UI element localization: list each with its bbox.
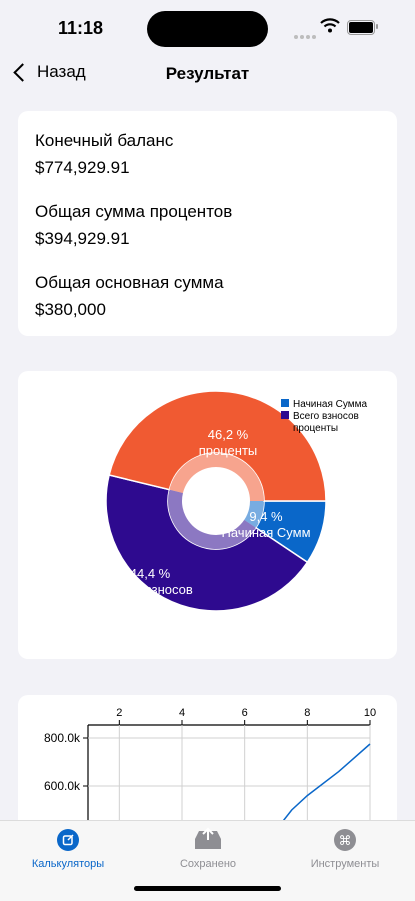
- tray-upload-icon: [195, 827, 221, 851]
- status-time: 11:18: [58, 18, 104, 38]
- label-total-contributions-percent: 44,4 %: [130, 566, 171, 581]
- wifi-icon: [320, 18, 340, 33]
- tab-calculators-label: Калькуляторы: [31, 858, 105, 870]
- y-tick-label: 600.0k: [44, 779, 81, 793]
- tab-saved-label: Сохранено: [179, 858, 237, 870]
- command-icon: ⌘: [334, 829, 356, 851]
- x-tick-label: 2: [116, 707, 122, 719]
- total-principal-label: Общая основная сумма: [35, 273, 224, 292]
- calculator-icon: [57, 829, 79, 851]
- label-total-contributions-name: Всего взносов: [107, 582, 193, 597]
- label-initial-amount-name: Начиная Сумм: [221, 525, 310, 540]
- nav-bar: Назад Результат: [0, 54, 415, 94]
- balance-line-series: [272, 743, 371, 835]
- status-bar: 11:18: [0, 0, 415, 54]
- home-indicator: [134, 886, 281, 891]
- legend-label: Начиная Сумма: [293, 399, 367, 410]
- label-interest-name: проценты: [199, 443, 258, 458]
- svg-text:⌘: ⌘: [339, 834, 352, 849]
- back-label: Назад: [37, 62, 86, 81]
- slice-interest-inner: [169, 453, 264, 501]
- slice-initial-amount-inner: [244, 501, 264, 528]
- tab-tools-label: Инструменты: [310, 858, 380, 870]
- final-balance-label: Конечный баланс: [35, 131, 174, 150]
- total-interest-label: Общая сумма процентов: [35, 202, 233, 221]
- x-tick-label: 6: [242, 707, 248, 719]
- total-principal-value: $380,000: [35, 300, 106, 319]
- tab-calculators[interactable]: Калькуляторы: [8, 829, 128, 870]
- signal-dots-icon: [294, 26, 318, 44]
- dynamic-island: [147, 11, 268, 47]
- battery-icon: [347, 20, 378, 35]
- legend-swatch: [281, 423, 289, 431]
- legend-label: проценты: [293, 423, 338, 434]
- x-tick-label: 10: [364, 707, 376, 719]
- final-balance-value: $774,929.91: [35, 158, 130, 177]
- label-interest-percent: 46,2 %: [208, 427, 249, 442]
- legend-swatch: [281, 399, 289, 407]
- label-initial-amount-percent: 9,4 %: [249, 509, 283, 524]
- x-tick-label: 4: [179, 707, 185, 719]
- slice-total-contributions: [105, 474, 309, 612]
- legend-swatch: [281, 411, 289, 419]
- x-tick-label: 8: [304, 707, 310, 719]
- pie-chart-card: 9,4 % Начиная Сумм 44,4 % Всего взносов 46,2…: [18, 371, 397, 659]
- total-interest-value: $394,929.91: [35, 229, 130, 248]
- summary-card: Конечный баланс $774,929.91 Общая сумма …: [18, 111, 397, 336]
- page-title: Результат: [165, 64, 250, 83]
- line-chart: 2 4 6 8 10 800.0k 600.0k: [44, 707, 376, 835]
- slice-total-contributions-inner: [168, 489, 256, 549]
- line-chart-card: 2 4 6 8 10 800.0k 600.0k: [18, 695, 397, 835]
- tab-tools[interactable]: ⌘ Инструменты: [285, 829, 405, 870]
- back-button[interactable]: Назад: [12, 62, 86, 82]
- tab-saved[interactable]: Сохранено: [148, 827, 268, 870]
- y-tick-label: 800.0k: [44, 731, 81, 745]
- legend-label: Всего взносов: [293, 411, 359, 422]
